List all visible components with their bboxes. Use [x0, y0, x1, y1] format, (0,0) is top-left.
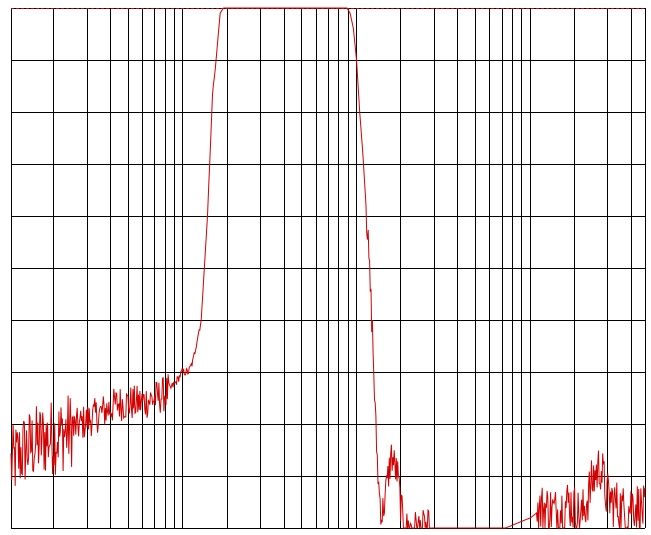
grid: [11, 8, 646, 529]
response-series-line: [10, 7, 646, 530]
